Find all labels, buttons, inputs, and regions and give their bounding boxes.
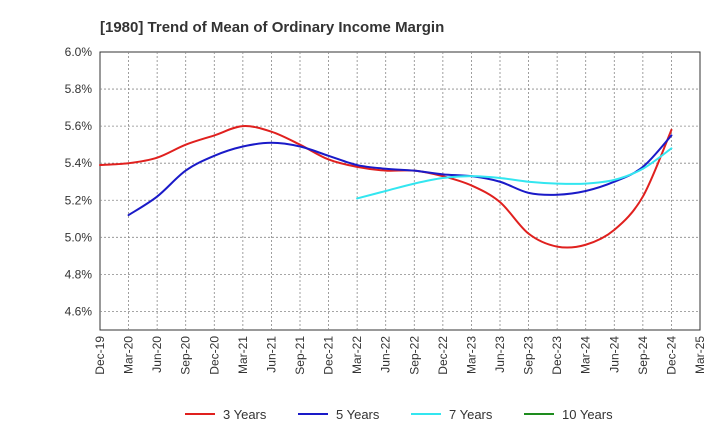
y-axis: 4.6% 4.8% 5.0% 5.2% 5.4% 5.6% 5.8% 6.0% xyxy=(65,45,93,318)
y-tick-label: 5.8% xyxy=(65,82,93,96)
legend-label-7-years: 7 Years xyxy=(449,407,493,422)
x-tick-label: Mar-22 xyxy=(350,336,364,374)
y-tick-label: 5.6% xyxy=(65,119,93,133)
y-tick-label: 5.0% xyxy=(65,230,93,244)
x-tick-label: Jun-21 xyxy=(264,336,278,373)
x-tick-label: Dec-21 xyxy=(322,336,336,375)
x-tick-label: Jun-24 xyxy=(607,336,621,373)
series-line-7-years xyxy=(356,147,673,200)
x-tick-label: Jun-22 xyxy=(379,336,393,373)
y-tick-label: 5.2% xyxy=(65,193,93,207)
series-lines xyxy=(99,125,673,249)
x-tick-label: Mar-24 xyxy=(579,336,593,374)
x-tick-label: Dec-22 xyxy=(436,336,450,375)
chart-title: [1980] Trend of Mean of Ordinary Income … xyxy=(100,19,444,36)
x-tick-label: Dec-23 xyxy=(550,336,564,375)
x-tick-label: Mar-25 xyxy=(693,336,707,374)
y-tick-label: 5.4% xyxy=(65,156,93,170)
y-tick-label: 4.6% xyxy=(65,304,93,318)
legend-label-3-years: 3 Years xyxy=(223,407,267,422)
x-tick-label: Sep-21 xyxy=(293,336,307,375)
legend-label-5-years: 5 Years xyxy=(336,407,380,422)
x-tick-label: Dec-20 xyxy=(207,336,221,375)
y-tick-label: 4.8% xyxy=(65,267,93,281)
x-tick-label: Dec-19 xyxy=(93,336,107,375)
series-line-5-years xyxy=(127,134,673,217)
x-tick-label: Mar-23 xyxy=(464,336,478,374)
x-tick-label: Mar-21 xyxy=(236,336,250,374)
x-tick-label: Sep-23 xyxy=(522,336,536,375)
x-tick-label: Sep-22 xyxy=(407,336,421,375)
legend: 3 Years 5 Years 7 Years 10 Years xyxy=(185,407,613,422)
x-tick-label: Jun-20 xyxy=(150,336,164,373)
x-tick-label: Sep-20 xyxy=(179,336,193,375)
series-line-3-years xyxy=(99,125,673,249)
x-tick-label: Jun-23 xyxy=(493,336,507,373)
x-tick-label: Sep-24 xyxy=(636,336,650,375)
x-tick-label: Dec-24 xyxy=(664,336,678,375)
x-tick-label: Mar-20 xyxy=(122,336,136,374)
y-tick-label: 6.0% xyxy=(65,45,93,59)
x-axis: Dec-19 Mar-20 Jun-20 Sep-20 Dec-20 Mar-21 Jun-… xyxy=(93,336,707,375)
plot-area xyxy=(99,51,701,331)
legend-label-10-years: 10 Years xyxy=(562,407,613,422)
